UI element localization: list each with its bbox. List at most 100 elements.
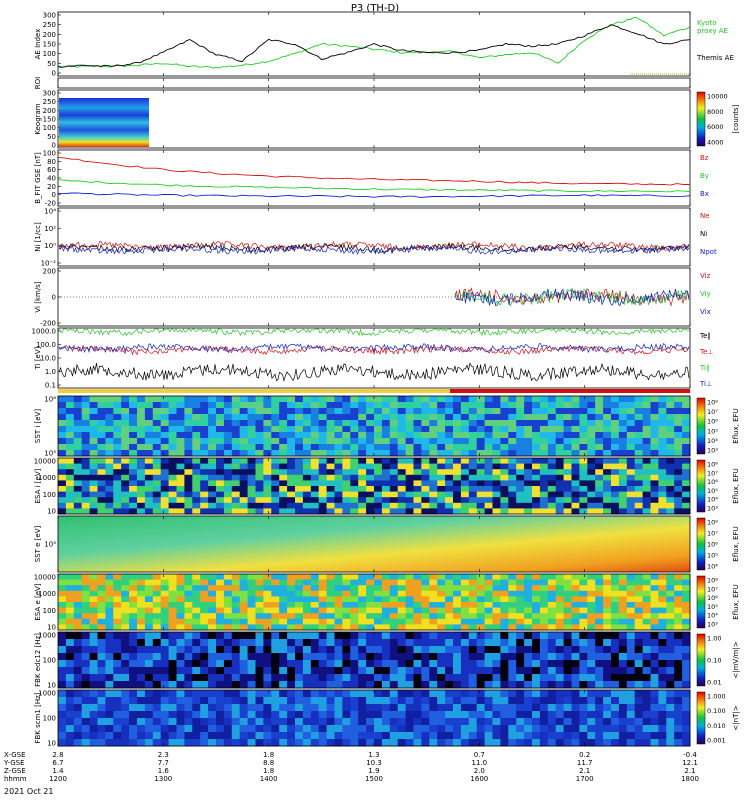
spectrogram-cell	[516, 408, 525, 415]
spectrogram-cell	[595, 579, 604, 586]
spectrogram-cell	[350, 585, 359, 592]
spectrogram-cell	[121, 458, 130, 465]
spectrogram-cell	[603, 602, 612, 609]
spectrogram-cell	[287, 618, 296, 625]
spectrogram-cell	[547, 653, 557, 661]
trace-te-	[58, 362, 690, 382]
spectrogram-cell	[81, 602, 91, 609]
spectrogram-cell	[287, 718, 296, 726]
spectrogram-cell	[500, 497, 509, 504]
spectrogram-cell	[200, 585, 209, 592]
mode-bar	[58, 389, 690, 393]
spectrogram-cell	[547, 690, 557, 698]
spectrogram-cell	[358, 674, 367, 682]
colorbar-tick-label: 10³	[707, 505, 718, 513]
spectrogram-cell	[618, 444, 628, 451]
spectrogram-cell	[658, 474, 667, 481]
spectrogram-cell	[129, 396, 138, 403]
spectrogram-cell	[476, 613, 486, 620]
spectrogram-cell	[334, 585, 343, 592]
spectrogram-cell	[287, 450, 296, 457]
spectrogram-cell	[500, 711, 509, 719]
spectrogram-cell	[208, 624, 217, 631]
spectrogram-cell	[460, 704, 470, 712]
spectrogram-cell	[271, 646, 280, 654]
spectrogram-cell	[460, 697, 470, 705]
spectrogram-cell	[650, 674, 659, 682]
spectrogram-cell	[658, 646, 667, 654]
spectrogram-cell	[508, 491, 517, 498]
spectrogram-cell	[176, 414, 185, 421]
spectrogram-cell	[334, 463, 343, 470]
spectrogram-cell	[271, 711, 280, 719]
spectrogram-cell	[650, 463, 659, 470]
spectrogram-cell	[113, 718, 122, 726]
spectrogram-cell	[650, 474, 659, 481]
spectrogram-cell	[144, 469, 154, 476]
legend-by: By	[700, 172, 709, 180]
spectrogram-cell	[160, 697, 170, 705]
spectrogram-cell	[539, 432, 549, 439]
spectrogram-cell	[445, 674, 454, 682]
spectrogram-cell	[524, 508, 533, 515]
spectrogram-cell	[595, 463, 604, 470]
spectrogram-cell	[492, 438, 501, 445]
spectrogram-cell	[508, 480, 517, 487]
spectrogram-cell	[200, 639, 209, 647]
spectrogram-cell	[437, 432, 446, 439]
spectrogram-cell	[492, 718, 501, 726]
date-label: 2021 Oct 21	[4, 787, 53, 796]
spectrogram-cell	[129, 739, 138, 747]
spectrogram-cell	[539, 450, 549, 457]
spectrogram-cell	[168, 579, 177, 586]
spectrogram-cell	[184, 590, 193, 597]
spectrogram-cell	[216, 697, 225, 705]
spectrogram-cell	[295, 450, 304, 457]
spectrogram-cell	[302, 574, 312, 581]
spectrogram-cell	[73, 502, 83, 509]
spectrogram-cell	[437, 508, 446, 515]
spectrogram-cell	[97, 474, 106, 481]
spectrogram-cell	[618, 725, 628, 733]
spectrogram-cell	[73, 396, 83, 403]
spectrogram-cell	[421, 618, 430, 625]
legend-ti-: Ti⊥	[699, 380, 712, 388]
spectrogram-cell	[342, 732, 351, 740]
spectrogram-cell	[326, 596, 335, 603]
spectrogram-cell	[453, 579, 462, 586]
colorbar-tick-label: 10⁷	[707, 469, 718, 477]
spectrogram-cell	[366, 508, 375, 515]
spectrogram-cell	[374, 458, 383, 465]
spectrogram-cell	[532, 739, 541, 747]
spectrogram-cell	[381, 474, 391, 481]
spectrogram-cell	[500, 646, 509, 654]
spectrogram-cell	[216, 408, 225, 415]
spectrogram-cell	[413, 438, 422, 445]
spectrogram-cell	[144, 396, 154, 403]
spectrogram-cell	[468, 414, 478, 421]
colorbar-tick-label: 1.000	[707, 693, 726, 701]
spectrogram-cell	[255, 613, 264, 620]
spectrogram-cell	[397, 667, 407, 675]
spectrogram-cell	[208, 491, 217, 498]
spectrogram-cell	[579, 469, 588, 476]
spectrogram-cell	[468, 469, 478, 476]
spectrogram-cell	[168, 674, 177, 682]
spectrogram-cell	[287, 690, 296, 698]
spectrogram-cell	[350, 596, 359, 603]
spectrogram-cell	[231, 618, 241, 625]
spectrogram-cell	[468, 613, 478, 620]
spectrogram-cell	[516, 402, 525, 409]
spectrogram-cell	[666, 681, 675, 689]
spectrogram-cell	[113, 426, 122, 433]
spectrogram-cell	[603, 432, 612, 439]
spectrogram-cell	[642, 697, 651, 705]
spectrogram-cell	[460, 607, 470, 614]
spectrogram-cell	[326, 463, 335, 470]
spectrogram-cell	[437, 502, 446, 509]
colorbar-label: Eflux, EFU	[732, 526, 740, 561]
spectrogram-cell	[295, 690, 304, 698]
spectrogram-cell	[310, 739, 320, 747]
spectrogram-cell	[626, 491, 636, 498]
spectrogram-cell	[445, 739, 454, 747]
